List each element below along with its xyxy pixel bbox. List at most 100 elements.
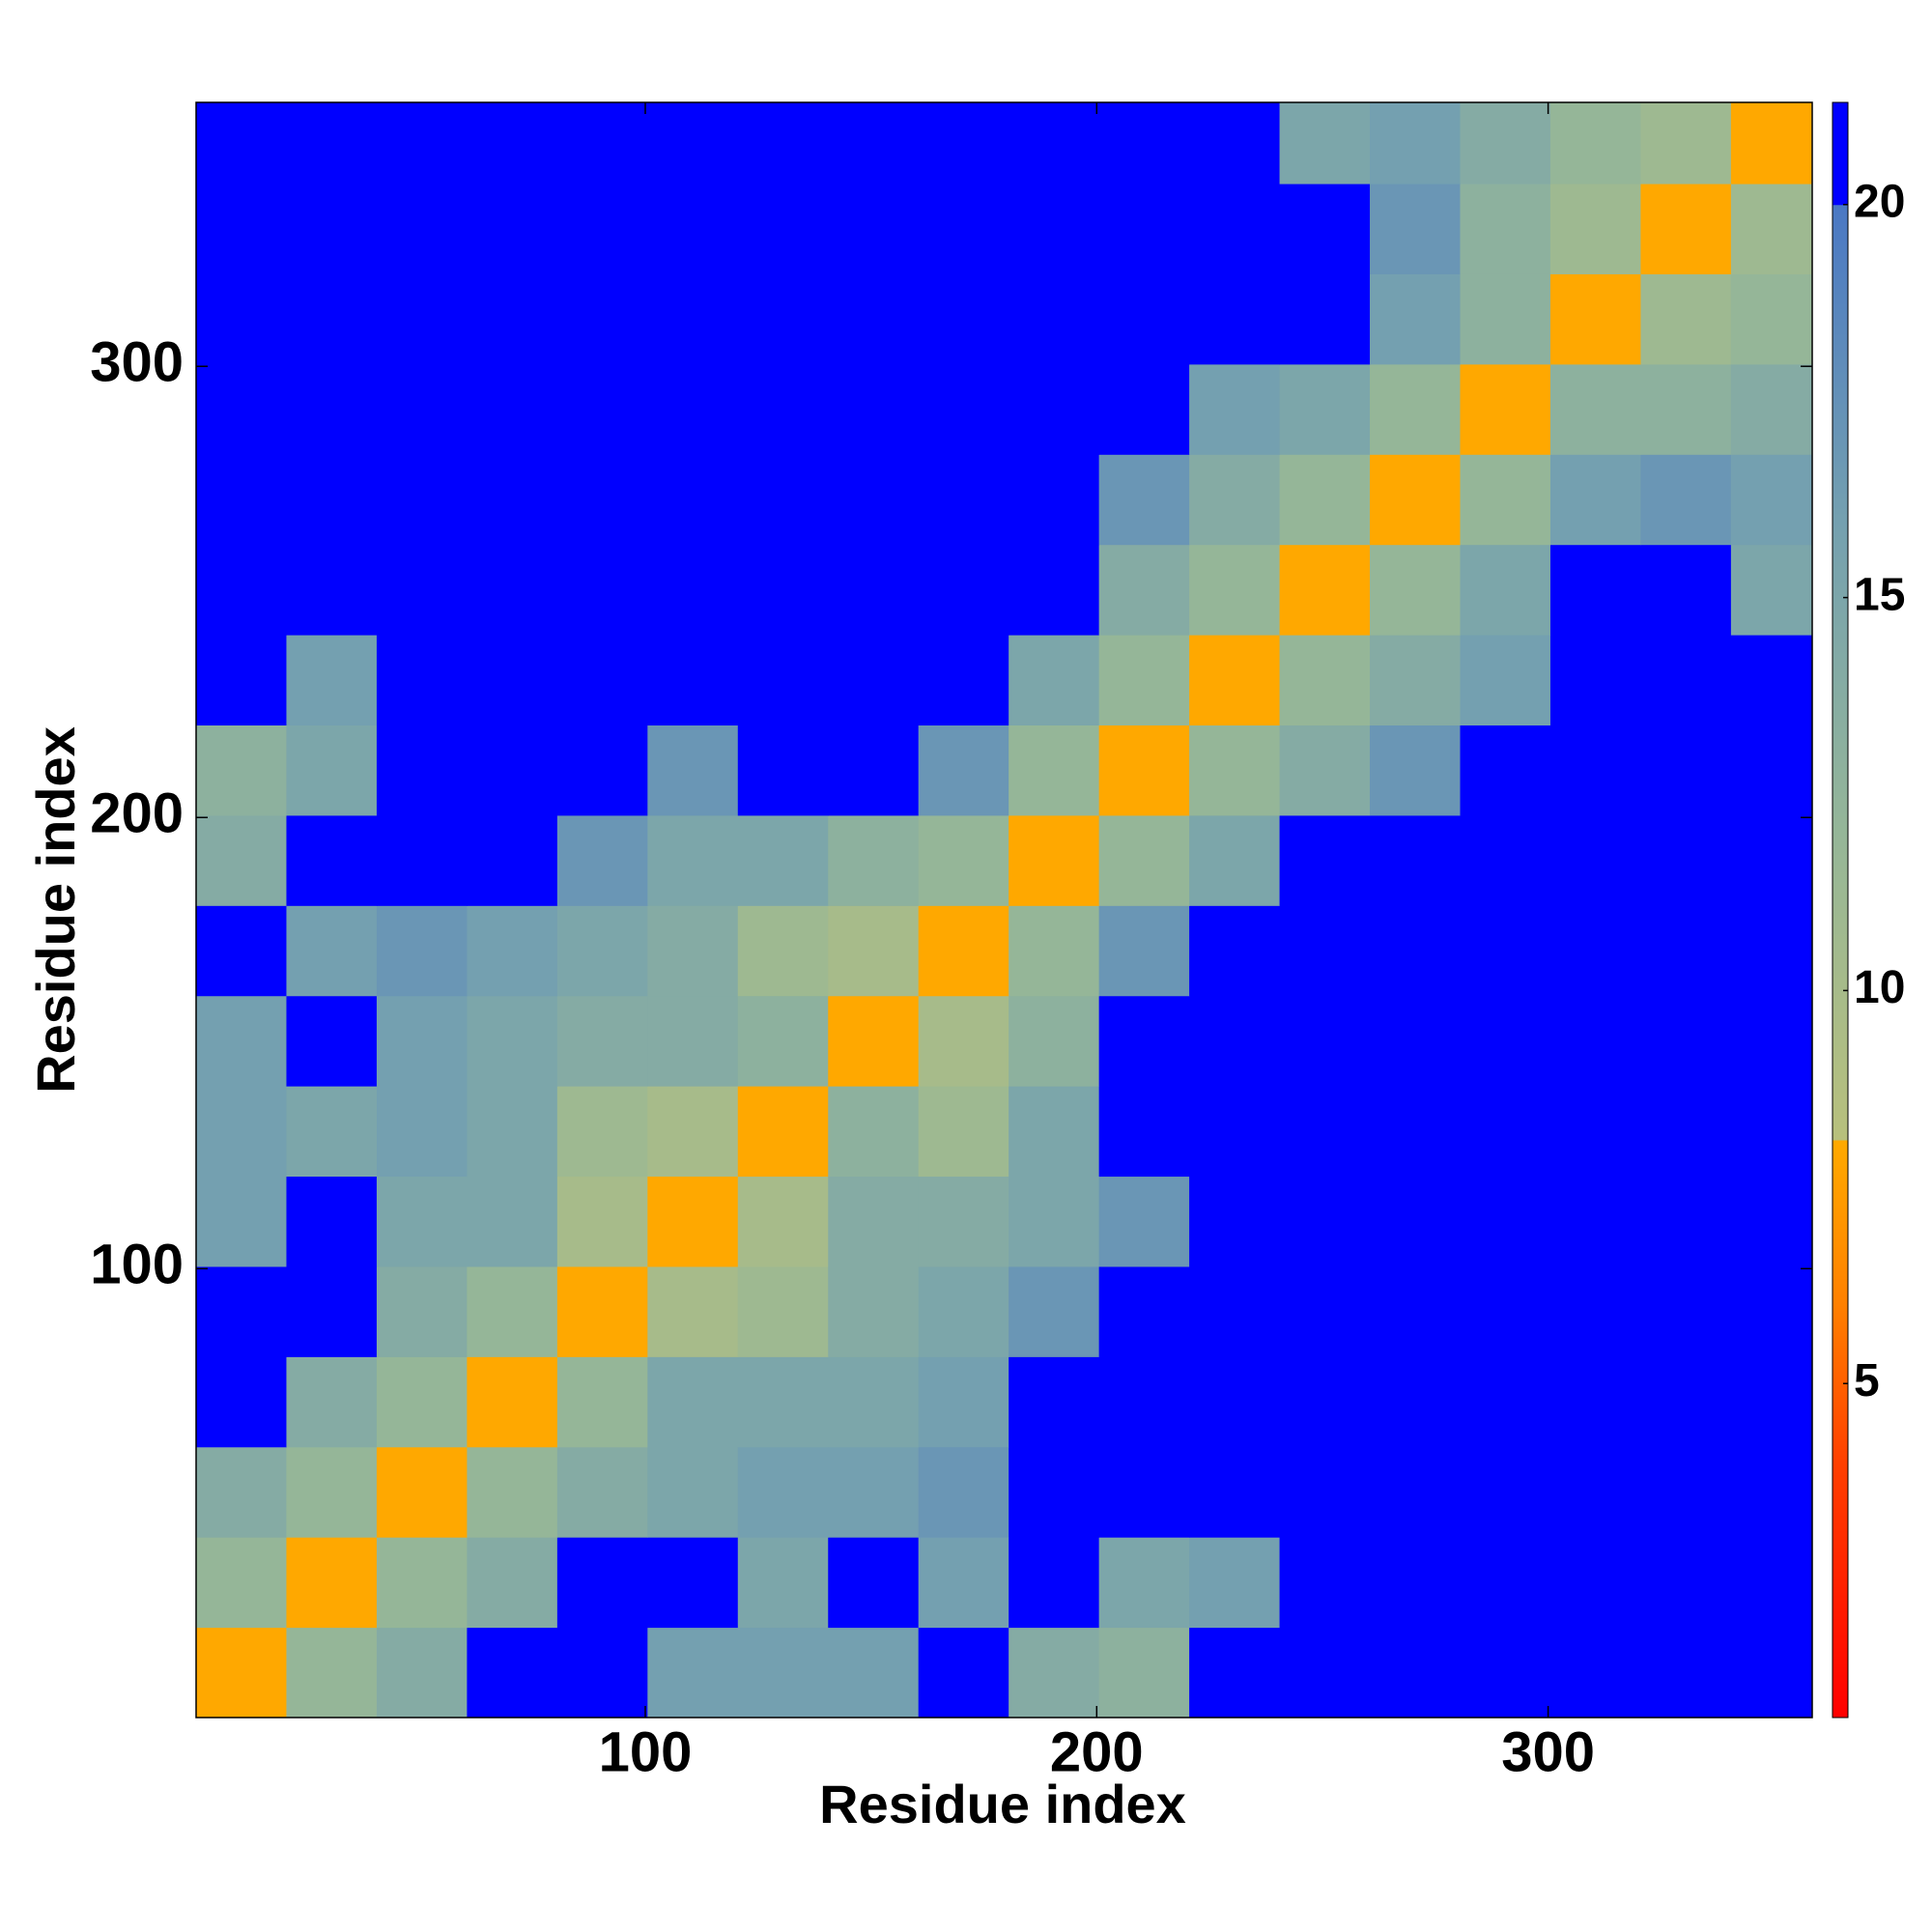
heatmap-cell — [1189, 1265, 1281, 1357]
heatmap-cell — [556, 273, 648, 365]
heatmap-cell — [1098, 1265, 1190, 1357]
heatmap-cell — [647, 454, 739, 546]
heatmap-cell — [286, 544, 378, 636]
x-tick-label: 300 — [1501, 1720, 1595, 1783]
colorbar-segment — [1833, 1462, 1848, 1719]
heatmap-cell — [1279, 102, 1371, 185]
heatmap-cell — [918, 905, 1009, 997]
heatmap-cell — [737, 814, 829, 906]
heatmap-cell — [1549, 184, 1641, 274]
heatmap-cell — [1730, 1265, 1813, 1357]
heatmap-cell — [1009, 102, 1100, 185]
heatmap-cell — [647, 1446, 739, 1538]
heatmap-cell — [286, 1265, 378, 1357]
heatmap-cell — [1640, 724, 1732, 816]
heatmap-cell — [376, 635, 468, 726]
colorbar-frame — [1832, 101, 1849, 1719]
heatmap-cell — [737, 1627, 829, 1719]
heatmap-cell — [1279, 1086, 1371, 1178]
heatmap-cell — [647, 273, 739, 365]
heatmap-cell — [828, 544, 920, 636]
heatmap-cell — [376, 814, 468, 906]
heatmap-cell — [1640, 184, 1732, 274]
heatmap-cell — [1189, 1537, 1281, 1629]
heatmap-cell — [828, 1446, 920, 1538]
y-axis-label: Residue index — [25, 726, 86, 1094]
heatmap-cell — [737, 102, 829, 185]
x-tick-label: 200 — [1050, 1720, 1144, 1783]
colorbar-tick-label: 20 — [1854, 176, 1905, 227]
heatmap-cell — [1098, 544, 1190, 636]
heatmap-cell — [1730, 1446, 1813, 1538]
heatmap-cell — [1370, 363, 1461, 455]
heatmap-cell — [647, 102, 739, 185]
heatmap-cell — [467, 905, 558, 997]
heatmap-cell — [286, 1537, 378, 1629]
heatmap-cell — [1460, 905, 1551, 997]
heatmap-cell — [556, 1356, 648, 1448]
heatmap-cell — [737, 363, 829, 455]
heatmap-cell — [1189, 454, 1281, 546]
heatmap-cell — [1189, 1446, 1281, 1538]
heatmap-cell — [1460, 1627, 1551, 1719]
heatmap-cell — [1009, 184, 1100, 274]
heatmap-cell — [376, 1265, 468, 1357]
heatmap-cell — [1460, 995, 1551, 1087]
heatmap-cell — [1189, 635, 1281, 726]
heatmap-cell — [467, 1627, 558, 1719]
heatmap-cell — [1009, 635, 1100, 726]
heatmap-cell — [196, 454, 287, 546]
heatmap-cell — [1460, 363, 1551, 455]
heatmap-cell — [737, 184, 829, 274]
heatmap-cell — [196, 814, 287, 906]
heatmap-cell — [1279, 1446, 1371, 1538]
heatmap-cell — [737, 635, 829, 726]
heatmap-cell — [556, 1537, 648, 1629]
heatmap-cell — [1460, 102, 1551, 185]
heatmap-cell — [286, 1446, 378, 1538]
heatmap-cell — [1640, 1265, 1732, 1357]
heatmap-cell — [1189, 1176, 1281, 1267]
heatmap-cell — [647, 724, 739, 816]
heatmap-cell — [1549, 454, 1641, 546]
heatmap-cell — [1009, 1265, 1100, 1357]
heatmap-cell — [1009, 1446, 1100, 1538]
heatmap-cell — [918, 454, 1009, 546]
heatmap-cell — [828, 635, 920, 726]
heatmap-cell — [1730, 1627, 1813, 1719]
heatmap-cell — [1279, 905, 1371, 997]
heatmap-cell — [376, 1627, 468, 1719]
heatmap-cell — [376, 724, 468, 816]
heatmap-cell — [467, 273, 558, 365]
heatmap-cell — [1009, 724, 1100, 816]
heatmap-cell — [1640, 1627, 1732, 1719]
heatmap-cell — [1189, 995, 1281, 1087]
heatmap-cell — [196, 1537, 287, 1629]
heatmap-cell — [1370, 1086, 1461, 1178]
heatmap-cell — [1460, 814, 1551, 906]
heatmap-cell — [1189, 1356, 1281, 1448]
heatmap-cell — [647, 1265, 739, 1357]
heatmap-cell — [918, 814, 1009, 906]
heatmap-cell — [556, 905, 648, 997]
heatmap-cell — [196, 635, 287, 726]
heatmap-cell — [467, 1446, 558, 1538]
x-axis-label: Residue index — [819, 1774, 1186, 1834]
heatmap-cell — [737, 1265, 829, 1357]
heatmap-cell — [1730, 184, 1813, 274]
heatmap-cell — [1640, 1446, 1732, 1538]
heatmap-cell — [1098, 1446, 1190, 1538]
heatmap-cell — [1640, 1176, 1732, 1267]
heatmap-cell — [737, 995, 829, 1087]
heatmap-cell — [828, 454, 920, 546]
heatmap-cell — [467, 1356, 558, 1448]
heatmap-cell — [1460, 1265, 1551, 1357]
heatmap-cell — [376, 905, 468, 997]
heatmap-cell — [467, 635, 558, 726]
heatmap-cell — [1189, 1086, 1281, 1178]
heatmap-cell — [1098, 724, 1190, 816]
heatmap-cell — [1730, 905, 1813, 997]
heatmap-cell — [467, 995, 558, 1087]
heatmap-cell — [1189, 363, 1281, 455]
heatmap-cell — [1549, 1265, 1641, 1357]
